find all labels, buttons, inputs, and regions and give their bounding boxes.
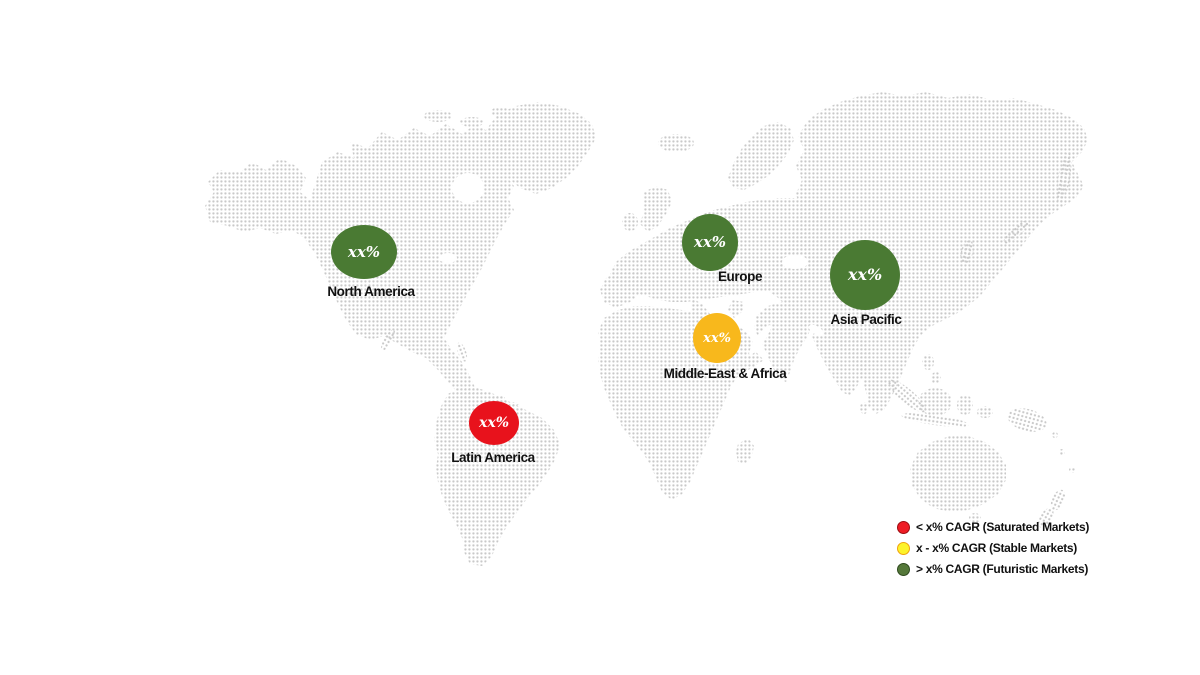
island-sri-lanka xyxy=(860,402,868,414)
legend-label-saturated: < x% CAGR (Saturated Markets) xyxy=(916,520,1090,534)
region-india xyxy=(812,324,872,396)
island-ireland xyxy=(622,213,638,231)
sea-hudson-bay xyxy=(452,173,484,203)
continent-south-america xyxy=(434,386,560,566)
island-pacific-2 xyxy=(1059,449,1065,455)
region-arabia xyxy=(754,302,812,382)
region-bubble-middle-east-africa: xx% xyxy=(693,313,741,363)
legend-dot-saturated-icon xyxy=(897,520,910,534)
continent-australia xyxy=(910,436,1006,512)
island-florida xyxy=(456,342,468,362)
region-label-north-america: North America xyxy=(327,284,415,299)
island-japan xyxy=(1003,220,1029,244)
region-greece xyxy=(728,300,744,318)
island-new-guinea xyxy=(1007,408,1047,432)
sea-great-lakes xyxy=(439,253,457,263)
sea-persian-gulf xyxy=(808,324,824,336)
legend-row-futuristic: > x% CAGR (Futuristic Markets) xyxy=(897,562,1089,576)
island-sulawesi xyxy=(957,395,973,415)
region-value-north-america: xx% xyxy=(347,242,381,261)
region-scandinavia xyxy=(728,122,794,190)
island-sumatra xyxy=(888,379,926,413)
legend-label-stable: x - x% CAGR (Stable Markets) xyxy=(916,541,1077,555)
region-value-middle-east-africa: xx% xyxy=(703,330,731,346)
island-borneo xyxy=(918,388,952,416)
region-bubble-europe: xx% xyxy=(682,214,738,271)
sea-black xyxy=(782,255,808,269)
region-label-europe: Europe xyxy=(717,269,763,284)
region-value-latin-america: xx% xyxy=(479,415,509,431)
islands-arctic-2 xyxy=(460,117,484,127)
legend: < x% CAGR (Saturated Markets) x - x% CAG… xyxy=(897,520,1089,576)
region-label-asia-pacific: Asia Pacific xyxy=(830,312,902,327)
island-pacific-3 xyxy=(1069,467,1075,473)
legend-row-saturated: < x% CAGR (Saturated Markets) xyxy=(897,520,1089,534)
region-korea xyxy=(960,240,974,264)
island-baja xyxy=(381,329,395,351)
island-greenland xyxy=(484,102,596,194)
continent-asia xyxy=(756,92,1088,414)
island-pacific-1 xyxy=(1052,432,1058,438)
island-moluccas xyxy=(977,406,993,418)
island-britain xyxy=(640,186,672,232)
island-madagascar xyxy=(736,438,754,464)
region-bubble-latin-america: xx% xyxy=(469,401,519,445)
region-label-middle-east-africa: Middle-East & Africa xyxy=(663,366,787,381)
island-new-zealand-south xyxy=(1038,508,1054,528)
legend-label-futuristic: > x% CAGR (Futuristic Markets) xyxy=(916,562,1089,576)
legend-dot-futuristic-icon xyxy=(897,562,910,576)
island-iceland xyxy=(658,134,694,152)
region-bubble-asia-pacific: xx% xyxy=(830,240,900,310)
legend-dot-stable-icon xyxy=(897,541,910,555)
island-java xyxy=(901,413,969,427)
island-new-zealand-north xyxy=(1050,489,1066,511)
islands-arctic-1 xyxy=(424,110,452,122)
island-philippines-2 xyxy=(931,372,941,384)
sea-red xyxy=(749,325,771,355)
legend-row-stable: x - x% CAGR (Stable Markets) xyxy=(897,541,1089,555)
island-philippines-1 xyxy=(922,354,934,370)
island-tasmania xyxy=(969,513,981,523)
region-kamchatka xyxy=(1056,152,1072,204)
island-hokkaido xyxy=(1028,208,1036,216)
region-label-latin-america: Latin America xyxy=(451,450,535,465)
region-value-asia-pacific: xx% xyxy=(847,265,883,284)
region-iberia xyxy=(600,270,648,308)
region-value-europe: xx% xyxy=(693,233,727,251)
region-bubble-north-america: xx% xyxy=(331,225,397,279)
